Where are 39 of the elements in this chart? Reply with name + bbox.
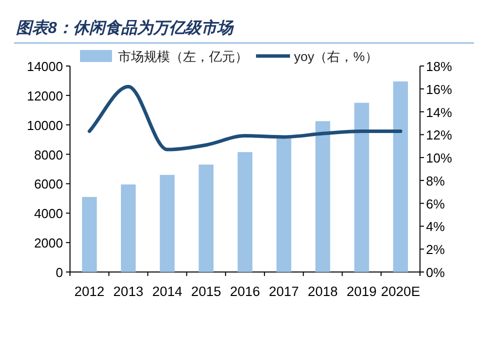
y2-tick-label: 2%	[426, 242, 446, 258]
bar	[238, 152, 252, 272]
y2-tick-label: 10%	[426, 150, 452, 166]
bar	[354, 102, 370, 272]
y2-tick-label: 14%	[426, 104, 452, 120]
y-tick-label: 4000	[34, 206, 63, 222]
y2-tick-label: 16%	[426, 82, 452, 97]
x-tick-label: 2015	[191, 284, 222, 299]
x-tick-label: 2019	[346, 284, 377, 299]
y-tick-label: 10000	[26, 118, 63, 133]
bar	[120, 184, 136, 272]
bar	[276, 137, 292, 272]
x-tick-label: 2014	[152, 284, 183, 299]
x-tick-label: 2016	[230, 284, 260, 299]
y-tick-label: 8000	[34, 147, 63, 162]
y2-tick-label: 12%	[426, 128, 452, 143]
chart-title: 图表8：休闲食品为万亿级市场	[16, 19, 235, 37]
bar	[315, 121, 330, 272]
y-tick-label: 0	[56, 265, 63, 280]
legend-label: yoy（右，%）	[294, 49, 378, 64]
y2-tick-label: 8%	[426, 173, 446, 188]
x-tick-label: 2018	[308, 284, 338, 299]
x-tick-label: 2020E	[381, 284, 420, 299]
bar	[393, 81, 408, 272]
x-tick-label: 2017	[268, 284, 299, 299]
y2-tick-label: 6%	[426, 196, 446, 212]
y-tick-label: 2000	[34, 236, 63, 251]
y2-tick-label: 18%	[426, 59, 452, 74]
x-tick-label: 2013	[113, 284, 144, 299]
bar	[82, 196, 97, 272]
bar	[160, 174, 175, 272]
y-tick-label: 6000	[34, 176, 63, 192]
y-tick-label: 14000	[26, 59, 63, 74]
y-tick-label: 12000	[26, 88, 63, 104]
legend-label: 市场规模（左，亿元）	[118, 49, 248, 64]
y2-tick-label: 0%	[426, 265, 446, 280]
y2-tick-label: 4%	[426, 219, 446, 234]
x-tick-label: 2012	[74, 284, 104, 299]
bar	[198, 164, 214, 272]
